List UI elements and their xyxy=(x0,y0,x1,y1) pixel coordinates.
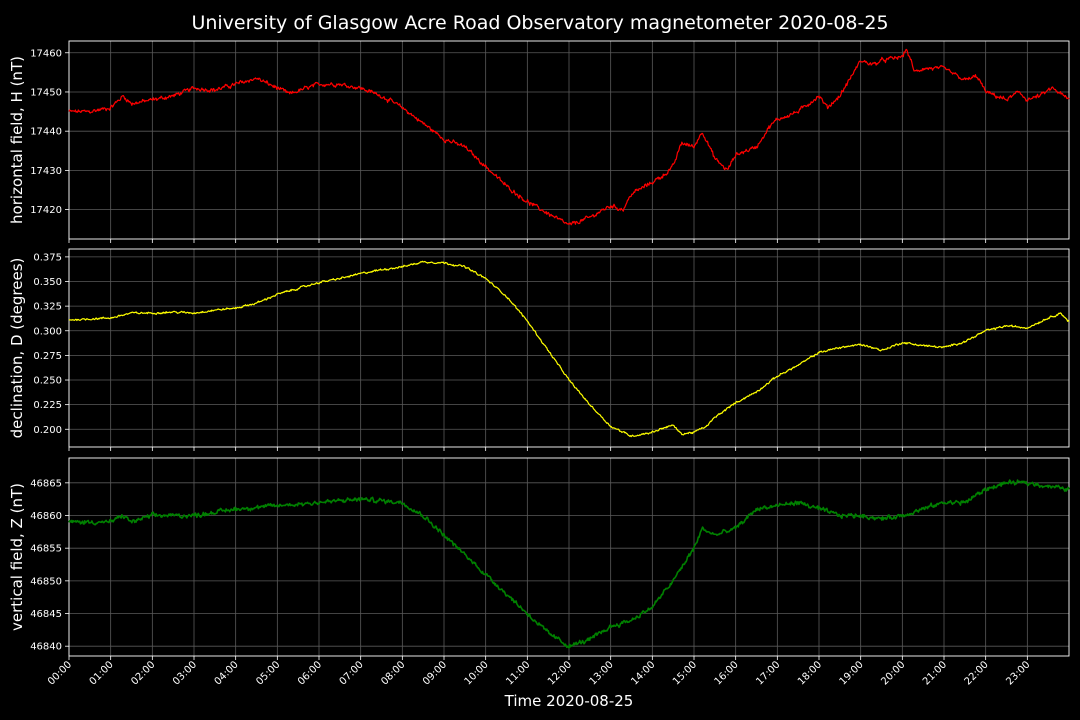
y-tick-label: 0.350 xyxy=(33,277,62,288)
y-tick-label: 17420 xyxy=(30,205,62,216)
y-tick-label: 0.275 xyxy=(33,351,62,362)
y-tick-label: 17460 xyxy=(30,48,62,59)
y-tick-label: 17430 xyxy=(30,166,62,177)
y-tick-label: 46845 xyxy=(30,609,62,620)
plot-frame xyxy=(68,248,1070,448)
y-tick-label: 0.200 xyxy=(33,425,62,436)
series-line-h xyxy=(68,48,1070,226)
chart-title: University of Glasgow Acre Road Observat… xyxy=(191,12,888,34)
y-axis-label-d: declination, D (degrees) xyxy=(8,258,26,439)
panel-d: 0.200 0.225 0.250 0.275 0.300 0.325 0.350 0.375… xyxy=(8,248,1070,451)
series-line-d xyxy=(68,260,1070,438)
series-line-z xyxy=(68,479,1070,649)
x-axis-label: Time 2020-08-25 xyxy=(504,692,634,710)
y-tick-label: 17440 xyxy=(30,127,62,138)
y-tick-label: 0.250 xyxy=(33,376,62,387)
y-tick-label: 0.225 xyxy=(33,400,62,411)
y-axis-label-h: horizontal field, H (nT) xyxy=(8,56,26,224)
y-tick-label: 0.375 xyxy=(33,252,62,263)
y-tick-label: 0.300 xyxy=(33,326,62,337)
y-tick-label: 46850 xyxy=(30,576,62,587)
y-tick-label: 46840 xyxy=(30,642,62,653)
y-tick-label: 0.325 xyxy=(33,302,62,313)
y-tick-label: 46855 xyxy=(30,544,62,555)
plot-frame xyxy=(68,40,1070,240)
y-tick-label: 46860 xyxy=(30,511,62,522)
y-tick-label: 17450 xyxy=(30,87,62,98)
plot-frame xyxy=(68,457,1070,657)
panel-h: 17420 17430 17440 17450 17460 horizontal fiel… xyxy=(8,40,1070,243)
y-tick-label: 46865 xyxy=(30,478,62,489)
y-axis-label-z: vertical field, Z (nT) xyxy=(8,483,26,631)
